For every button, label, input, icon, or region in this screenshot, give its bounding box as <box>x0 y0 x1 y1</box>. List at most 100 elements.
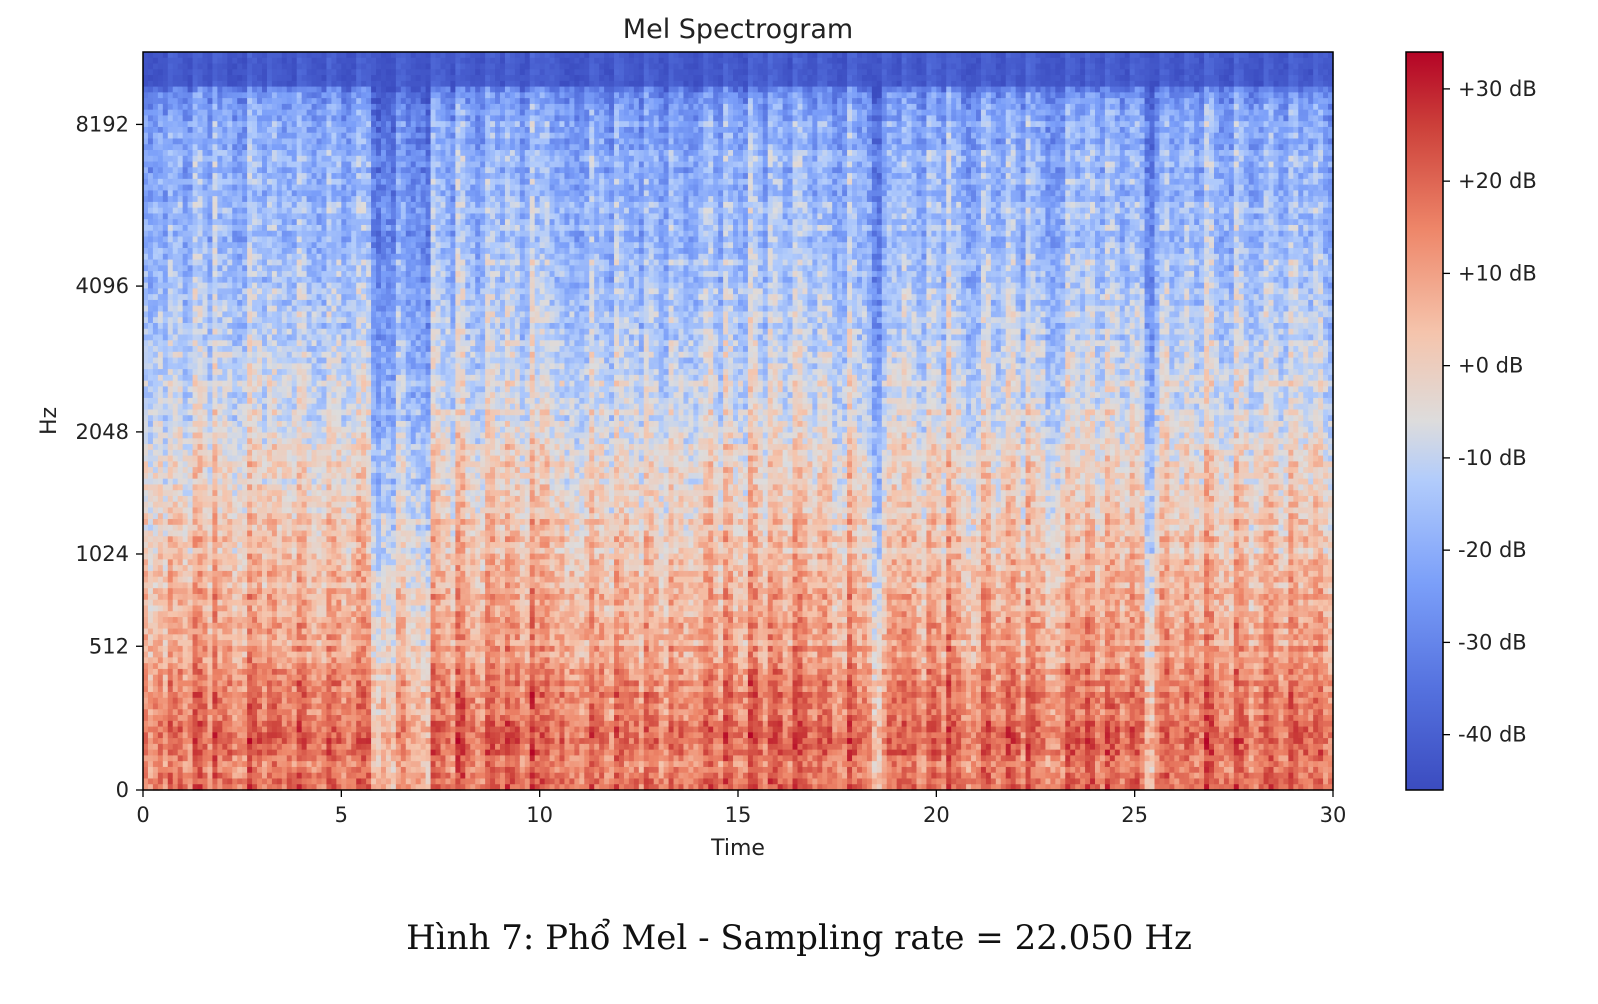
heatmap-cell <box>153 260 159 266</box>
heatmap-cell <box>178 213 184 219</box>
heatmap-cell <box>158 750 164 756</box>
heatmap-cell <box>168 456 174 462</box>
heatmap-cell <box>183 721 189 727</box>
heatmap-cell <box>163 375 169 381</box>
heatmap-cell <box>188 531 194 537</box>
heatmap-cell <box>183 582 189 588</box>
heatmap-cell <box>193 750 199 756</box>
heatmap-cell <box>173 196 179 202</box>
heatmap-cell <box>143 219 149 225</box>
heatmap-cell <box>153 340 159 346</box>
heatmap-cell <box>193 773 199 779</box>
heatmap-cell <box>183 352 189 358</box>
heatmap-cell <box>178 554 184 560</box>
heatmap-cell <box>153 225 159 231</box>
heatmap-cell <box>188 196 194 202</box>
heatmap-cell <box>143 254 149 260</box>
heatmap-cell <box>188 594 194 600</box>
heatmap-cell <box>153 81 159 87</box>
heatmap-cell <box>158 444 164 450</box>
heatmap-cell <box>193 225 199 231</box>
heatmap-cell <box>183 173 189 179</box>
heatmap-cell <box>163 652 169 658</box>
heatmap-cell <box>188 698 194 704</box>
heatmap-cell <box>158 150 164 156</box>
heatmap-cell <box>153 415 159 421</box>
heatmap-cell <box>158 588 164 594</box>
heatmap-cell <box>173 473 179 479</box>
heatmap-cell <box>178 294 184 300</box>
heatmap-cell <box>173 386 179 392</box>
heatmap-cell <box>168 657 174 663</box>
heatmap-cell <box>173 398 179 404</box>
heatmap-cell <box>163 634 169 640</box>
heatmap-cell <box>163 156 169 162</box>
heatmap-cell <box>178 577 184 583</box>
heatmap-cell <box>158 98 164 104</box>
heatmap-cell <box>163 594 169 600</box>
heatmap-cell <box>178 640 184 646</box>
heatmap-cell <box>178 433 184 439</box>
heatmap-cell <box>143 283 149 289</box>
heatmap-cell <box>153 409 159 415</box>
heatmap-cell <box>188 646 194 652</box>
heatmap-cell <box>183 294 189 300</box>
heatmap-cell <box>143 634 149 640</box>
heatmap-cell <box>183 185 189 191</box>
heatmap-cell <box>158 450 164 456</box>
heatmap-cell <box>158 657 164 663</box>
heatmap-cell <box>143 438 149 444</box>
heatmap-cell <box>168 709 174 715</box>
heatmap-cell <box>183 58 189 64</box>
heatmap-cell <box>143 415 149 421</box>
heatmap-cell <box>178 219 184 225</box>
heatmap-cell <box>178 652 184 658</box>
heatmap-cell <box>143 173 149 179</box>
heatmap-cell <box>163 381 169 387</box>
heatmap-cell <box>188 623 194 629</box>
heatmap-cell <box>153 761 159 767</box>
heatmap-cell <box>158 525 164 531</box>
heatmap-cell <box>143 490 149 496</box>
heatmap-cell <box>193 680 199 686</box>
heatmap-cell <box>183 502 189 508</box>
heatmap-cell <box>153 98 159 104</box>
heatmap-cell <box>188 58 194 64</box>
heatmap-cell <box>173 502 179 508</box>
heatmap-cell <box>173 755 179 761</box>
heatmap-cell <box>158 721 164 727</box>
heatmap-cell <box>173 634 179 640</box>
heatmap-cell <box>188 467 194 473</box>
heatmap-cell <box>173 323 179 329</box>
heatmap-cell <box>178 565 184 571</box>
heatmap-cell <box>173 190 179 196</box>
heatmap-cell <box>148 179 154 185</box>
heatmap-cell <box>193 404 199 410</box>
heatmap-cell <box>188 675 194 681</box>
heatmap-cell <box>193 162 199 168</box>
heatmap-cell <box>143 346 149 352</box>
heatmap-cell <box>183 133 189 139</box>
heatmap-cell <box>158 600 164 606</box>
heatmap-cell <box>188 750 194 756</box>
heatmap-cell <box>153 755 159 761</box>
heatmap-cell <box>163 755 169 761</box>
heatmap-cell <box>193 611 199 617</box>
heatmap-cell <box>158 196 164 202</box>
heatmap-cell <box>148 271 154 277</box>
heatmap-cell <box>188 386 194 392</box>
heatmap-cell <box>193 715 199 721</box>
heatmap-cell <box>183 144 189 150</box>
heatmap-cell <box>153 778 159 784</box>
heatmap-cell <box>188 92 194 98</box>
heatmap-cell <box>163 669 169 675</box>
heatmap-cell <box>158 392 164 398</box>
heatmap-cell <box>143 525 149 531</box>
heatmap-cell <box>173 704 179 710</box>
heatmap-cell <box>178 369 184 375</box>
heatmap-cell <box>188 202 194 208</box>
heatmap-cell <box>183 190 189 196</box>
heatmap-cell <box>193 52 199 58</box>
heatmap-cell <box>168 767 174 773</box>
heatmap-cell <box>158 167 164 173</box>
